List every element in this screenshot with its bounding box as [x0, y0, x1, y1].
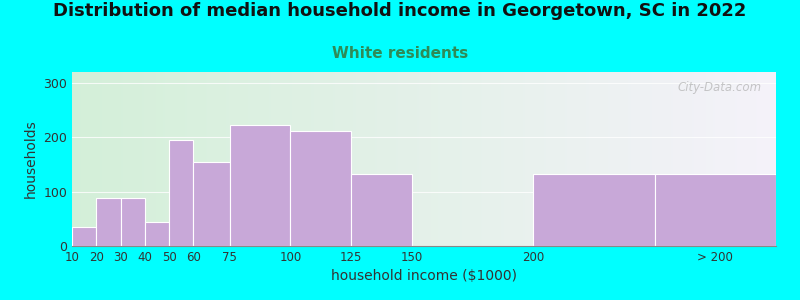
Bar: [96, 198, 121, 246]
Bar: [654, 174, 776, 246]
Bar: [351, 174, 412, 246]
Text: White residents: White residents: [332, 46, 468, 62]
Bar: [194, 162, 230, 246]
Bar: [121, 198, 145, 246]
X-axis label: household income ($1000): household income ($1000): [331, 269, 517, 284]
Bar: [145, 221, 169, 246]
Text: City-Data.com: City-Data.com: [678, 81, 762, 94]
Bar: [72, 227, 96, 246]
Text: Distribution of median household income in Georgetown, SC in 2022: Distribution of median household income …: [54, 2, 746, 20]
Bar: [534, 174, 654, 246]
Y-axis label: households: households: [24, 120, 38, 198]
Bar: [230, 125, 290, 246]
Bar: [169, 140, 194, 246]
Bar: [290, 131, 351, 246]
